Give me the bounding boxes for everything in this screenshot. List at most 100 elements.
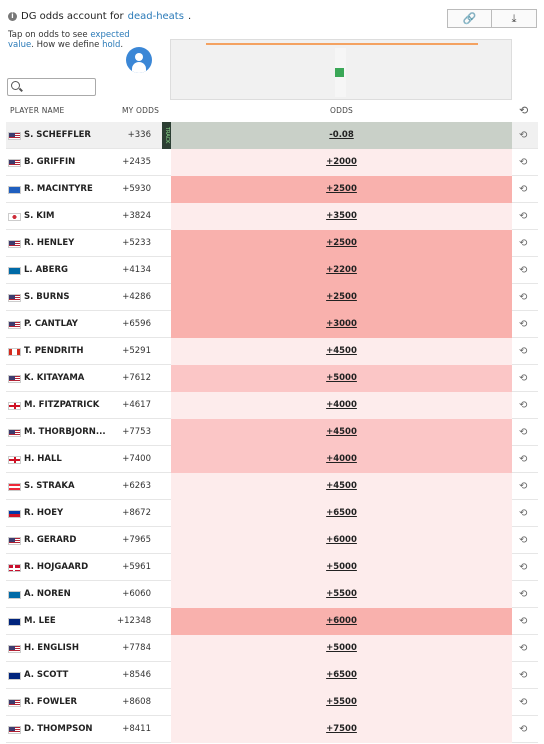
player-name[interactable]: M. THORBJORN... — [24, 427, 106, 437]
reset-row-icon[interactable]: ⟲ — [519, 589, 528, 600]
reset-row-icon[interactable]: ⟲ — [519, 157, 528, 168]
draftkings-logo[interactable] — [335, 48, 346, 97]
reset-row-icon[interactable]: ⟲ — [519, 238, 528, 249]
reset-row-icon[interactable]: ⟲ — [519, 508, 528, 519]
my-odds-value[interactable]: +4617 — [122, 400, 151, 410]
reset-row-icon[interactable]: ⟲ — [519, 697, 528, 708]
my-odds-value[interactable]: +5233 — [122, 238, 151, 248]
reset-row-icon[interactable]: ⟲ — [519, 616, 528, 627]
player-name[interactable]: A. NOREN — [24, 589, 71, 599]
odds-cell[interactable]: +3000 — [171, 311, 512, 338]
odds-value[interactable]: +4500 — [326, 427, 357, 437]
player-row[interactable]: S. STRAKA +6263 +4500 ⟲ — [6, 473, 538, 500]
odds-value[interactable]: +2500 — [326, 238, 357, 248]
odds-cell[interactable]: +4500 — [171, 338, 512, 365]
player-name[interactable]: H. ENGLISH — [24, 643, 80, 653]
player-row[interactable]: K. KITAYAMA +7612 +5000 ⟲ — [6, 365, 538, 392]
odds-cell[interactable]: +4000 — [171, 392, 512, 419]
odds-value[interactable]: +5000 — [326, 562, 357, 572]
odds-value[interactable]: +2500 — [326, 292, 357, 302]
odds-cell[interactable]: +4500 — [171, 419, 512, 446]
track-tab[interactable]: TRACK — [162, 122, 171, 149]
odds-value[interactable]: +5000 — [326, 643, 357, 653]
odds-cell[interactable]: +3500 — [171, 203, 512, 230]
odds-value[interactable]: +6500 — [326, 670, 357, 680]
odds-value[interactable]: +4500 — [326, 346, 357, 356]
my-odds-value[interactable]: +6596 — [122, 319, 151, 329]
reset-row-icon[interactable]: ⟲ — [519, 265, 528, 276]
my-odds-value[interactable]: +8546 — [122, 670, 151, 680]
my-odds-value[interactable]: +7400 — [122, 454, 151, 464]
odds-cell[interactable]: +2000 — [171, 149, 512, 176]
my-odds-value[interactable]: +5291 — [122, 346, 151, 356]
my-odds-value[interactable]: +4286 — [122, 292, 151, 302]
my-odds-value[interactable]: +12348 — [117, 616, 152, 626]
reset-row-icon[interactable]: ⟲ — [519, 562, 528, 573]
player-name[interactable]: M. FITZPATRICK — [24, 400, 100, 410]
odds-value[interactable]: +2000 — [326, 157, 357, 167]
player-row[interactable]: H. HALL +7400 +4000 ⟲ — [6, 446, 538, 473]
player-name[interactable]: S. SCHEFFLER — [24, 130, 91, 140]
odds-cell[interactable]: +2500 — [171, 230, 512, 257]
player-row[interactable]: A. SCOTT +8546 +6500 ⟲ — [6, 662, 538, 689]
player-row[interactable]: L. ABERG +4134 +2200 ⟲ — [6, 257, 538, 284]
reset-row-icon[interactable]: ⟲ — [519, 454, 528, 465]
my-odds-value[interactable]: +5930 — [122, 184, 151, 194]
reset-row-icon[interactable]: ⟲ — [519, 481, 528, 492]
odds-cell[interactable]: +5500 — [171, 689, 512, 716]
player-name[interactable]: S. KIM — [24, 211, 55, 221]
reset-row-icon[interactable]: ⟲ — [519, 724, 528, 735]
player-row[interactable]: M. THORBJORN... +7753 +4500 ⟲ — [6, 419, 538, 446]
odds-cell[interactable]: +4500 — [171, 473, 512, 500]
odds-cell[interactable]: +2200 — [171, 257, 512, 284]
player-name[interactable]: P. CANTLAY — [24, 319, 78, 329]
odds-cell[interactable]: -0.08 — [171, 122, 512, 149]
odds-header[interactable]: ODDS — [330, 106, 354, 115]
player-row[interactable]: H. ENGLISH +7784 +5000 ⟲ — [6, 635, 538, 662]
value-link[interactable]: value — [8, 40, 32, 50]
odds-value[interactable]: +2500 — [326, 184, 357, 194]
player-row[interactable]: T. PENDRITH +5291 +4500 ⟲ — [6, 338, 538, 365]
player-name[interactable]: L. ABERG — [24, 265, 68, 275]
odds-cell[interactable]: +6500 — [171, 662, 512, 689]
player-name[interactable]: B. GRIFFIN — [24, 157, 76, 167]
player-name[interactable]: T. PENDRITH — [24, 346, 84, 356]
odds-cell[interactable]: +5000 — [171, 554, 512, 581]
player-name-header[interactable]: PLAYER NAME — [10, 106, 65, 115]
player-name[interactable]: K. KITAYAMA — [24, 373, 85, 383]
player-name[interactable]: R. HENLEY — [24, 238, 75, 248]
reset-row-icon[interactable]: ⟲ — [519, 292, 528, 303]
user-avatar-icon[interactable] — [126, 47, 152, 73]
player-row[interactable]: R. HENLEY +5233 +2500 ⟲ — [6, 230, 538, 257]
reset-row-icon[interactable]: ⟲ — [519, 184, 528, 195]
player-row[interactable]: R. MACINTYRE +5930 +2500 ⟲ — [6, 176, 538, 203]
player-name[interactable]: R. GERARD — [24, 535, 77, 545]
player-name[interactable]: R. MACINTYRE — [24, 184, 93, 194]
odds-value[interactable]: +3500 — [326, 211, 357, 221]
odds-cell[interactable]: +6500 — [171, 500, 512, 527]
odds-cell[interactable]: +6000 — [171, 608, 512, 635]
reset-row-icon[interactable]: ⟲ — [519, 211, 528, 222]
my-odds-value[interactable]: +7612 — [122, 373, 151, 383]
my-odds-value[interactable]: +8672 — [122, 508, 151, 518]
player-name[interactable]: D. THOMPSON — [24, 724, 93, 734]
reset-row-icon[interactable]: ⟲ — [519, 670, 528, 681]
my-odds-value[interactable]: +7784 — [122, 643, 151, 653]
player-row[interactable]: B. GRIFFIN +2435 +2000 ⟲ — [6, 149, 538, 176]
player-search-input[interactable] — [7, 78, 96, 96]
player-row[interactable]: R. HOEY +8672 +6500 ⟲ — [6, 500, 538, 527]
player-name[interactable]: H. HALL — [24, 454, 62, 464]
odds-value[interactable]: +4500 — [326, 481, 357, 491]
player-name[interactable]: R. HOJGAARD — [24, 562, 89, 572]
odds-cell[interactable]: +6000 — [171, 527, 512, 554]
odds-value[interactable]: +6000 — [326, 616, 357, 626]
player-row[interactable]: R. HOJGAARD +5961 +5000 ⟲ — [6, 554, 538, 581]
player-row[interactable]: P. CANTLAY +6596 +3000 ⟲ — [6, 311, 538, 338]
odds-value[interactable]: +5500 — [326, 589, 357, 599]
odds-value[interactable]: +2200 — [326, 265, 357, 275]
player-row[interactable]: S. KIM +3824 +3500 ⟲ — [6, 203, 538, 230]
my-odds-header[interactable]: MY ODDS — [122, 106, 160, 115]
player-name[interactable]: R. FOWLER — [24, 697, 78, 707]
odds-cell[interactable]: +7500 — [171, 716, 512, 743]
player-name[interactable]: A. SCOTT — [24, 670, 69, 680]
